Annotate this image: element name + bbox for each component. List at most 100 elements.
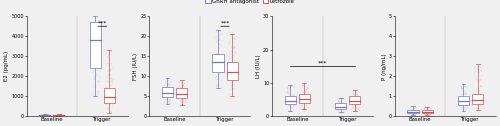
Point <box>477 69 485 71</box>
Point <box>106 69 114 71</box>
Point <box>228 61 236 63</box>
Point <box>340 107 348 109</box>
Point <box>420 110 428 112</box>
Point <box>215 43 223 45</box>
Point <box>216 30 224 32</box>
Point <box>297 96 305 98</box>
Point <box>42 114 50 116</box>
Point <box>406 111 414 113</box>
Point <box>408 113 416 115</box>
Point <box>176 93 184 95</box>
Point <box>52 114 60 116</box>
Point <box>336 103 344 105</box>
Point <box>41 114 49 116</box>
Point <box>108 104 116 106</box>
Point <box>461 104 469 106</box>
Point <box>411 112 419 114</box>
Point <box>285 100 293 102</box>
Point <box>57 114 65 116</box>
Point <box>420 112 428 114</box>
Point <box>212 83 220 85</box>
Point <box>176 86 184 88</box>
Point <box>226 57 234 59</box>
Point <box>458 84 466 86</box>
Point <box>351 95 359 97</box>
Point <box>304 101 312 103</box>
Point <box>55 115 63 117</box>
Point <box>411 106 419 108</box>
Point <box>40 114 48 116</box>
Point <box>408 110 416 112</box>
Point <box>422 106 430 108</box>
Point <box>177 81 185 83</box>
Point <box>178 89 186 91</box>
Point <box>458 95 466 97</box>
Point <box>160 102 168 104</box>
Point <box>212 85 220 87</box>
Point <box>40 114 48 116</box>
Point <box>92 30 100 32</box>
Point <box>353 93 361 95</box>
Point <box>472 78 480 81</box>
Point <box>176 95 184 97</box>
Point <box>350 89 358 91</box>
Point <box>420 107 428 109</box>
Point <box>350 100 358 102</box>
Point <box>426 106 434 108</box>
Point <box>58 113 66 115</box>
Point <box>216 64 224 66</box>
Point <box>212 62 220 64</box>
Point <box>410 107 418 109</box>
Point <box>216 72 224 74</box>
Point <box>228 79 235 81</box>
Point <box>300 106 308 108</box>
Point <box>422 106 430 108</box>
Point <box>214 39 222 41</box>
Point <box>456 102 464 104</box>
Point <box>176 87 184 89</box>
Point <box>165 102 173 104</box>
Point <box>285 97 293 99</box>
Point <box>351 89 359 91</box>
Point <box>298 94 306 96</box>
Point <box>472 104 480 106</box>
Point <box>284 104 292 106</box>
Point <box>286 106 294 108</box>
Point <box>351 108 359 110</box>
Point <box>288 102 296 104</box>
Point <box>286 99 294 101</box>
Point <box>226 88 234 90</box>
Point <box>232 38 239 40</box>
Point <box>339 106 347 108</box>
Point <box>52 115 60 117</box>
Point <box>108 67 116 69</box>
Point <box>44 114 52 116</box>
Point <box>284 90 292 92</box>
Point <box>174 80 182 82</box>
Point <box>302 94 310 96</box>
Point <box>166 96 174 98</box>
Point <box>160 100 168 102</box>
Point <box>178 93 186 95</box>
Point <box>352 108 360 111</box>
Point <box>94 65 102 67</box>
Point <box>58 114 66 116</box>
Point <box>164 92 172 94</box>
Point <box>286 84 294 86</box>
Point <box>283 87 291 89</box>
Point <box>423 109 431 111</box>
Point <box>406 105 413 107</box>
Point <box>88 24 96 26</box>
Point <box>288 86 296 88</box>
Point <box>422 108 430 110</box>
Bar <box>458 96 469 105</box>
Point <box>338 100 345 102</box>
Point <box>286 92 294 94</box>
Bar <box>162 87 173 97</box>
Point <box>350 98 358 100</box>
Point <box>410 113 418 115</box>
Point <box>94 80 102 82</box>
Point <box>284 95 292 97</box>
Point <box>284 104 292 106</box>
Point <box>228 93 236 95</box>
